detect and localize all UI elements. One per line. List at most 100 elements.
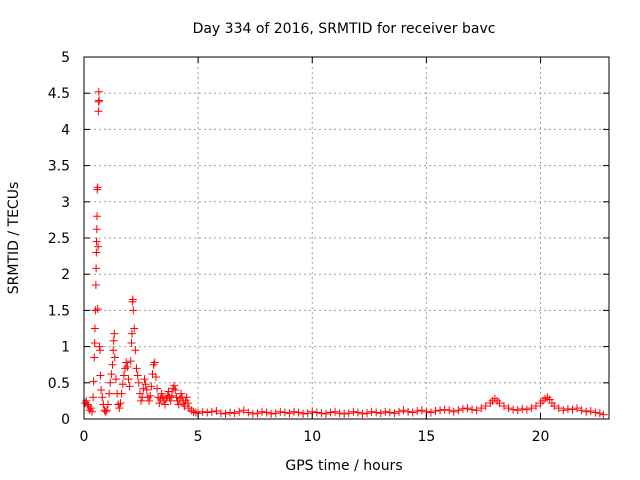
data-point	[404, 407, 413, 416]
data-point	[87, 407, 96, 416]
data-point	[363, 409, 372, 418]
data-point	[141, 380, 150, 389]
y-tick-label: 5	[61, 50, 70, 66]
data-point	[98, 393, 107, 402]
data-point	[183, 399, 192, 408]
data-point	[89, 377, 98, 386]
data-point	[109, 336, 118, 345]
data-point	[92, 264, 101, 273]
data-point	[495, 399, 504, 408]
data-point	[106, 378, 115, 387]
data-point	[207, 407, 216, 416]
data-point	[171, 386, 180, 395]
data-point	[458, 404, 467, 413]
data-point	[131, 346, 140, 355]
data-point	[550, 401, 559, 410]
data-points	[81, 87, 608, 419]
data-point	[108, 360, 117, 369]
data-point	[454, 406, 463, 415]
data-point	[253, 409, 262, 418]
data-point	[481, 401, 490, 410]
data-point	[568, 405, 577, 414]
chart-title: Day 334 of 2016, SRMTID for receiver bav…	[193, 21, 496, 37]
data-point	[159, 396, 168, 405]
data-point	[102, 406, 111, 415]
y-tick-label: 1.5	[48, 303, 70, 319]
y-tick-label: 3	[61, 195, 70, 211]
data-point	[155, 399, 164, 408]
data-point	[143, 393, 152, 402]
data-point	[91, 306, 100, 315]
data-point	[285, 409, 294, 418]
y-tick-label: 4.5	[48, 86, 70, 102]
x-tick-label: 15	[417, 429, 435, 445]
data-point	[135, 389, 144, 398]
data-point	[331, 407, 340, 416]
data-point	[280, 408, 289, 417]
data-point	[92, 225, 101, 234]
data-point	[94, 107, 103, 116]
data-point	[216, 409, 225, 418]
data-point	[94, 242, 103, 251]
y-tick-label: 0	[61, 412, 70, 428]
data-point	[137, 396, 146, 405]
data-point	[127, 329, 136, 338]
data-point	[134, 378, 143, 387]
data-point	[133, 371, 142, 380]
data-point	[543, 393, 552, 402]
data-point	[101, 407, 110, 416]
data-point	[95, 96, 104, 105]
data-point	[92, 237, 101, 246]
data-point	[128, 295, 137, 304]
y-tick-label: 3.5	[48, 159, 70, 175]
data-point	[349, 407, 358, 416]
data-point	[436, 406, 445, 415]
data-point	[93, 183, 102, 192]
data-point	[413, 407, 422, 416]
data-point	[165, 393, 174, 402]
data-point	[126, 357, 135, 366]
x-axis-ticks: 0 5 10 15 20	[80, 57, 549, 445]
data-point	[408, 408, 417, 417]
data-point	[115, 404, 124, 413]
y-tick-label: 2.5	[48, 231, 70, 247]
data-point	[376, 409, 385, 418]
y-axis-ticks: 0 0.5 1 1.5 2 2.5 3 3.5 4 4.5 5	[48, 50, 609, 428]
data-point	[545, 395, 554, 404]
data-point	[431, 407, 440, 416]
data-point	[586, 407, 595, 416]
data-point	[149, 360, 158, 369]
data-point	[248, 409, 257, 418]
data-point	[90, 338, 99, 347]
data-point	[93, 212, 102, 221]
data-point	[591, 408, 600, 417]
data-point	[541, 394, 550, 403]
y-tick-label: 1	[61, 340, 70, 356]
data-point	[258, 407, 267, 416]
data-point	[146, 391, 155, 400]
data-point	[559, 406, 568, 415]
data-point	[358, 409, 367, 418]
data-point	[577, 406, 586, 415]
data-point	[95, 346, 104, 355]
data-point	[390, 409, 399, 418]
data-point	[116, 399, 125, 408]
x-tick-label: 5	[194, 429, 203, 445]
data-point	[417, 406, 426, 415]
data-point	[226, 408, 235, 417]
data-point	[267, 409, 276, 418]
data-point	[582, 407, 591, 416]
data-point	[90, 324, 99, 333]
data-point	[129, 306, 138, 315]
data-point	[198, 407, 207, 416]
data-point	[463, 404, 472, 413]
data-point	[107, 370, 116, 379]
data-point	[244, 408, 253, 417]
data-point	[203, 408, 212, 417]
data-point	[166, 396, 175, 405]
data-point	[294, 408, 303, 417]
data-point	[493, 396, 502, 405]
data-point	[299, 409, 308, 418]
data-point	[344, 409, 353, 418]
